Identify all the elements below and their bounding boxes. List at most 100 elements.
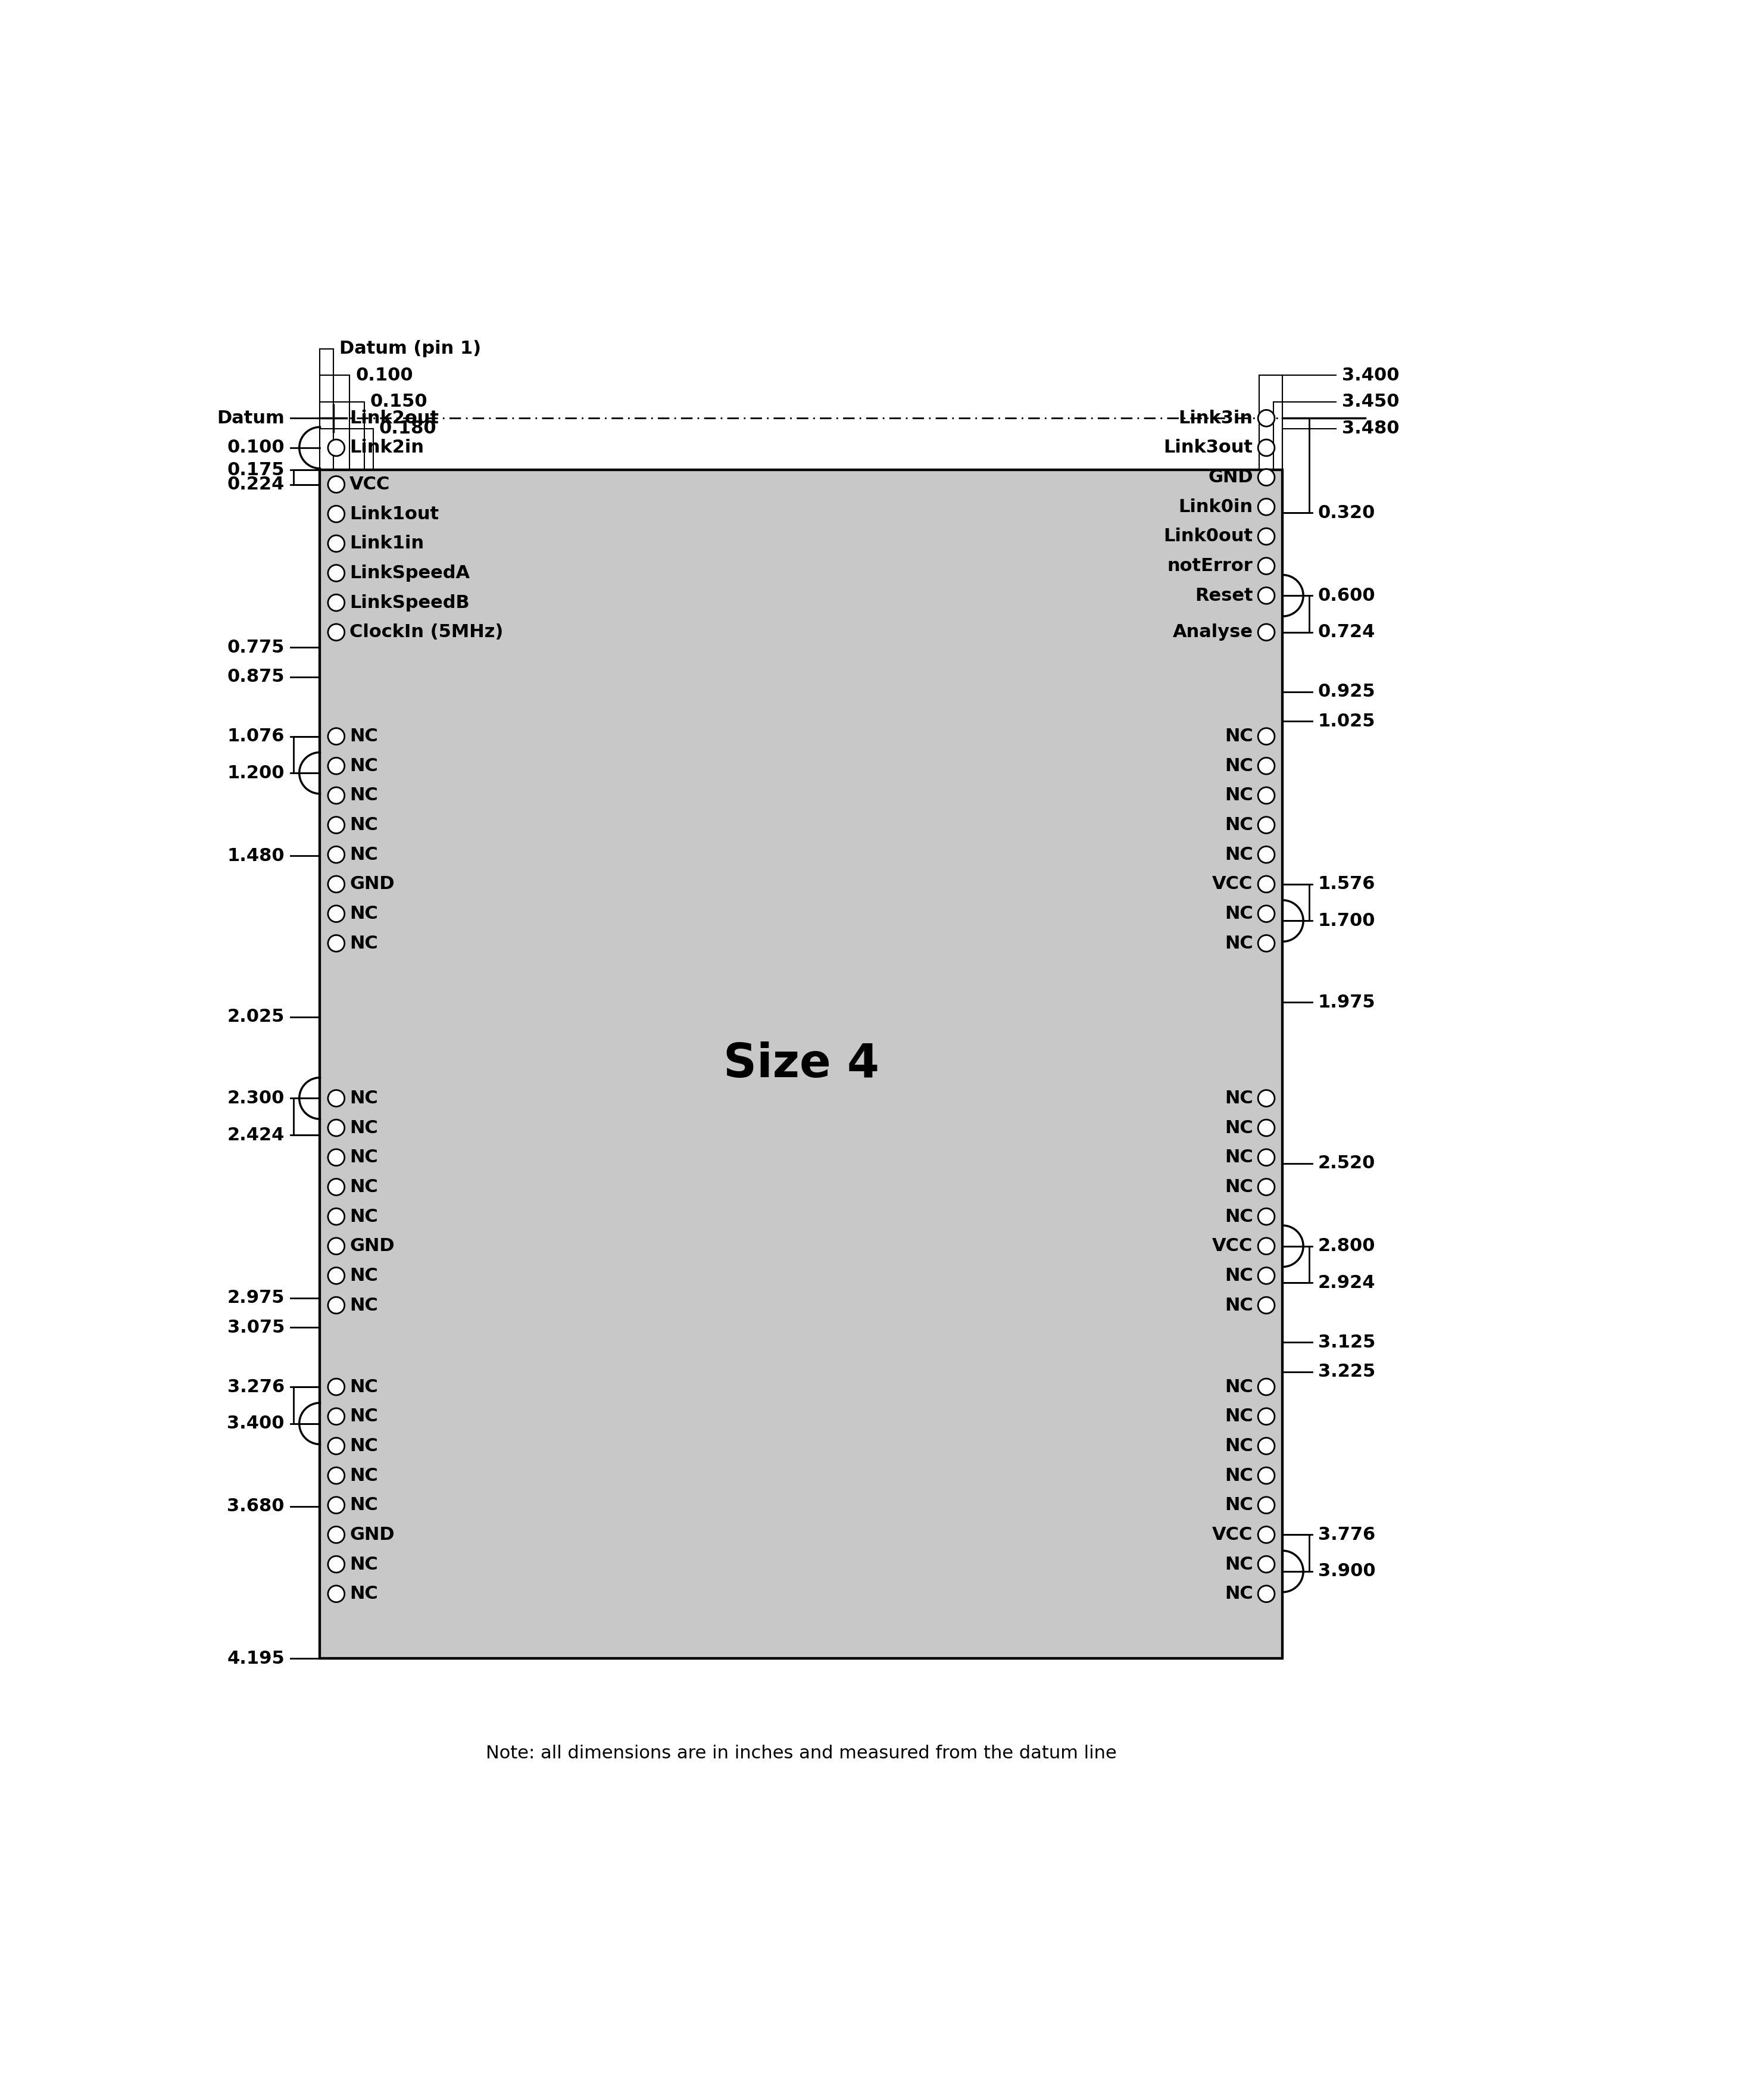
- Text: 3.225: 3.225: [1318, 1362, 1376, 1381]
- Circle shape: [328, 787, 344, 804]
- Circle shape: [1258, 1497, 1275, 1513]
- Circle shape: [328, 1379, 344, 1396]
- Text: 2.025: 2.025: [228, 1008, 284, 1026]
- Text: Link1out: Link1out: [349, 506, 439, 523]
- Text: VCC: VCC: [1212, 1238, 1252, 1255]
- Text: 1.200: 1.200: [228, 764, 284, 781]
- Text: NC: NC: [349, 1268, 377, 1285]
- Circle shape: [328, 1180, 344, 1194]
- Text: VCC: VCC: [349, 476, 390, 493]
- Text: GND: GND: [349, 1526, 395, 1543]
- Text: NC: NC: [349, 1467, 377, 1484]
- Text: NC: NC: [1224, 1207, 1252, 1226]
- Circle shape: [328, 1089, 344, 1106]
- Circle shape: [1258, 846, 1275, 863]
- Circle shape: [1258, 409, 1275, 426]
- Text: NC: NC: [1224, 1119, 1252, 1136]
- Text: NC: NC: [1224, 1268, 1252, 1285]
- Circle shape: [328, 1238, 344, 1255]
- Bar: [319, 470, 1282, 1658]
- Text: NC: NC: [349, 1438, 377, 1455]
- Text: Link0out: Link0out: [1164, 527, 1252, 546]
- Text: 0.320: 0.320: [1318, 504, 1376, 521]
- Circle shape: [328, 728, 344, 745]
- Text: 2.800: 2.800: [1318, 1238, 1376, 1255]
- Circle shape: [328, 506, 344, 523]
- Text: NC: NC: [349, 934, 377, 953]
- Text: NC: NC: [1224, 1555, 1252, 1572]
- Text: 0.600: 0.600: [1318, 588, 1376, 605]
- Text: GND: GND: [349, 875, 395, 892]
- Text: NC: NC: [349, 787, 377, 804]
- Text: NC: NC: [349, 1555, 377, 1572]
- Text: ClockIn (5MHz): ClockIn (5MHz): [349, 623, 503, 640]
- Circle shape: [328, 439, 344, 455]
- Circle shape: [1258, 500, 1275, 514]
- Circle shape: [328, 905, 344, 921]
- Text: 0.925: 0.925: [1318, 682, 1376, 701]
- Text: NC: NC: [349, 1585, 377, 1602]
- Text: NC: NC: [1224, 1438, 1252, 1455]
- Text: 2.924: 2.924: [1318, 1274, 1376, 1291]
- Circle shape: [1258, 817, 1275, 833]
- Text: Link0in: Link0in: [1178, 497, 1252, 516]
- Circle shape: [1258, 1148, 1275, 1165]
- Text: 1.975: 1.975: [1318, 993, 1376, 1012]
- Text: NC: NC: [1224, 905, 1252, 921]
- Circle shape: [328, 1526, 344, 1543]
- Circle shape: [1258, 558, 1275, 575]
- Circle shape: [328, 758, 344, 775]
- Circle shape: [1258, 905, 1275, 921]
- Text: Link3in: Link3in: [1178, 409, 1252, 426]
- Circle shape: [328, 623, 344, 640]
- Text: NC: NC: [1224, 787, 1252, 804]
- Text: 0.875: 0.875: [228, 667, 284, 686]
- Text: 1.025: 1.025: [1318, 714, 1376, 730]
- Text: Link1in: Link1in: [349, 535, 423, 552]
- Text: NC: NC: [1224, 1148, 1252, 1167]
- Text: Size 4: Size 4: [723, 1041, 878, 1087]
- Text: NC: NC: [1224, 1467, 1252, 1484]
- Text: 1.576: 1.576: [1318, 875, 1376, 892]
- Circle shape: [328, 1585, 344, 1602]
- Text: notError: notError: [1168, 558, 1252, 575]
- Circle shape: [328, 1297, 344, 1314]
- Text: 3.276: 3.276: [228, 1379, 284, 1396]
- Text: NC: NC: [349, 817, 377, 833]
- Circle shape: [1258, 529, 1275, 546]
- Circle shape: [328, 1555, 344, 1572]
- Circle shape: [1258, 1379, 1275, 1396]
- Text: 1.700: 1.700: [1318, 913, 1376, 930]
- Text: Datum: Datum: [217, 409, 284, 426]
- Text: 3.900: 3.900: [1318, 1564, 1376, 1581]
- Text: 3.680: 3.680: [228, 1499, 284, 1515]
- Text: 1.480: 1.480: [228, 848, 284, 865]
- Text: 4.195: 4.195: [228, 1650, 284, 1667]
- Text: 3.400: 3.400: [228, 1415, 284, 1432]
- Circle shape: [1258, 1526, 1275, 1543]
- Text: NC: NC: [349, 1408, 377, 1425]
- Text: NC: NC: [349, 1379, 377, 1396]
- Text: 0.150: 0.150: [370, 393, 429, 411]
- Circle shape: [1258, 588, 1275, 605]
- Text: 0.100: 0.100: [228, 439, 284, 455]
- Text: 1.076: 1.076: [228, 728, 284, 745]
- Text: 2.520: 2.520: [1318, 1154, 1376, 1171]
- Circle shape: [328, 1497, 344, 1513]
- Circle shape: [1258, 439, 1275, 455]
- Text: 2.300: 2.300: [228, 1089, 284, 1106]
- Text: NC: NC: [349, 1148, 377, 1167]
- Circle shape: [1258, 875, 1275, 892]
- Circle shape: [328, 1467, 344, 1484]
- Circle shape: [328, 1209, 344, 1226]
- Text: VCC: VCC: [1212, 1526, 1252, 1543]
- Text: NC: NC: [1224, 1497, 1252, 1513]
- Text: 3.480: 3.480: [1342, 420, 1399, 437]
- Circle shape: [328, 594, 344, 611]
- Circle shape: [328, 476, 344, 493]
- Circle shape: [1258, 934, 1275, 951]
- Text: NC: NC: [349, 1207, 377, 1226]
- Text: NC: NC: [1224, 846, 1252, 863]
- Circle shape: [1258, 1209, 1275, 1226]
- Circle shape: [1258, 1268, 1275, 1285]
